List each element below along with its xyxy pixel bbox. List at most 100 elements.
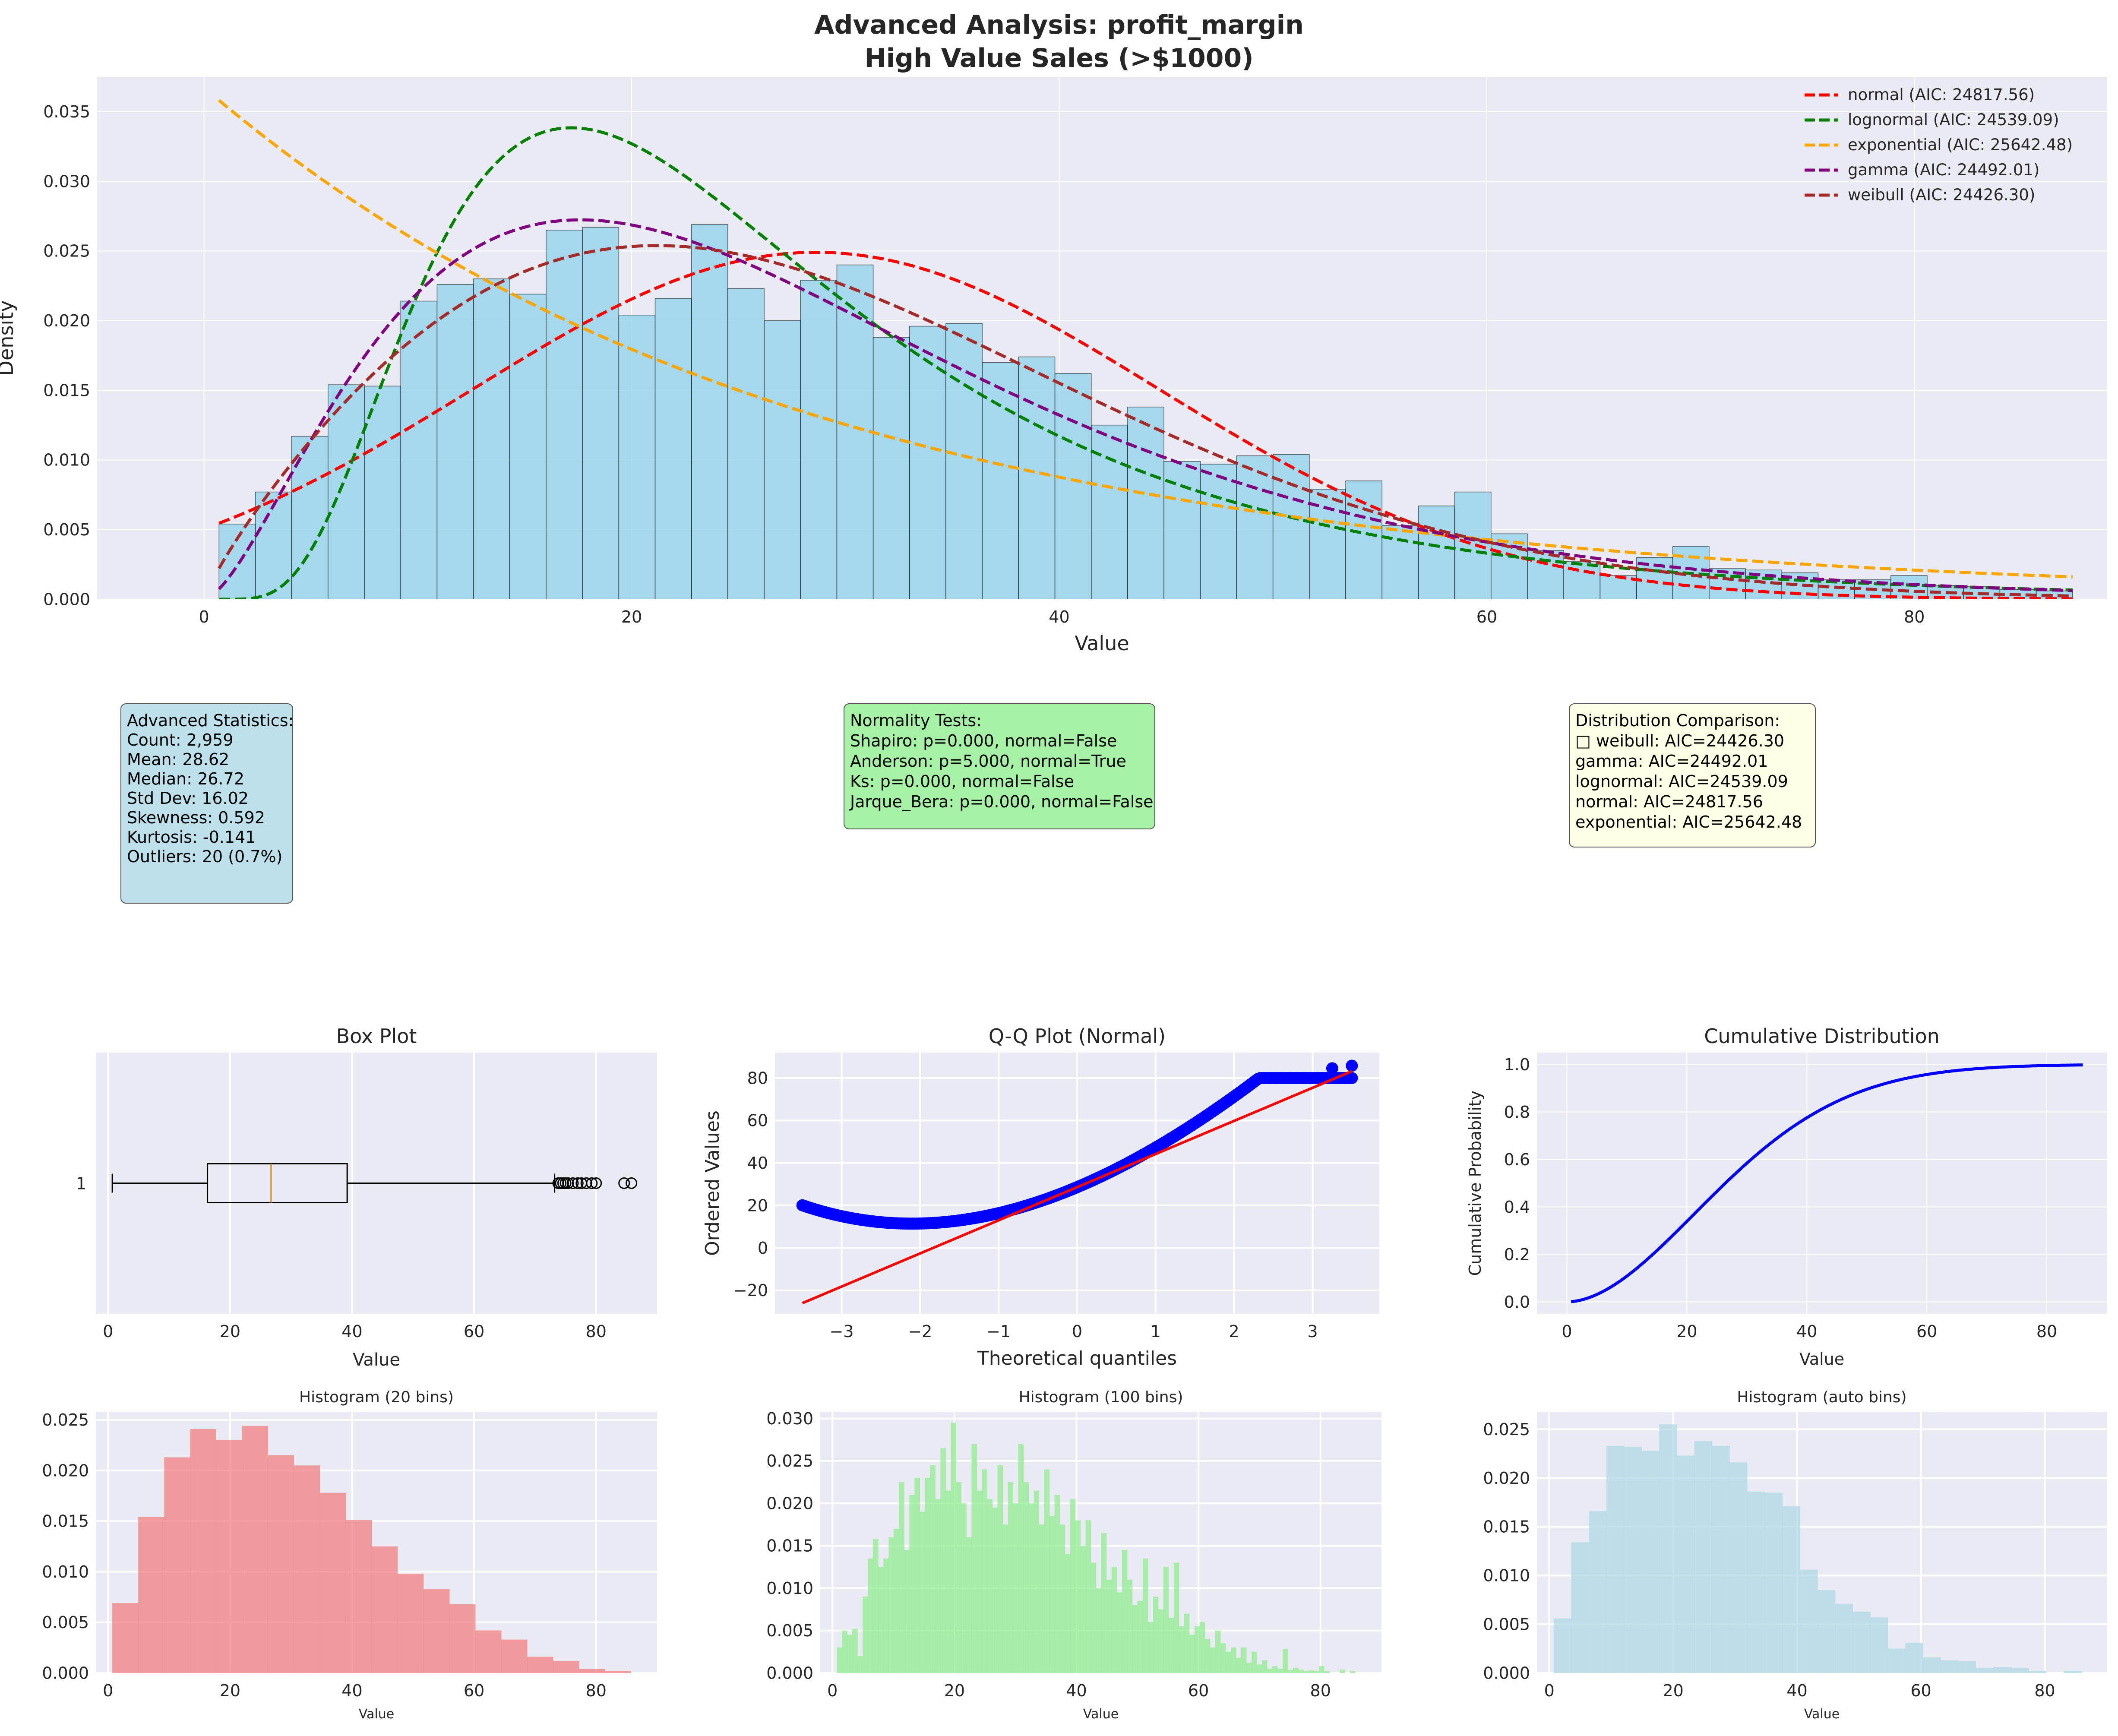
histogram-bar [764,320,801,599]
normality-tests-box: Normality Tests:Shapiro: p=0.000, normal… [844,703,1155,829]
text-box-line: Count: 2,959 [127,730,234,749]
histogram-bar [1993,1667,2011,1673]
chart-title: Box Plot [336,1025,417,1048]
histogram-bar [1210,1647,1216,1673]
legend-label-exponential: exponential (AIC: 25642.48) [1848,136,2073,154]
histogram-bar [1008,1482,1014,1673]
histogram-bars [1553,1424,2082,1673]
outlier-point [586,1177,598,1189]
fit-curve-weibull [218,244,2073,598]
y-tick-label: 20 [747,1196,768,1215]
y-tick-label: 0.2 [1504,1245,1530,1264]
histogram-bar [501,1639,528,1673]
histogram-bar [1184,1613,1190,1673]
histogram-bar [909,1495,915,1673]
y-axis-label: Ordered Values [702,1110,724,1256]
y-tick-label: 0.005 [43,520,90,539]
text-box-line: lognormal: AIC=24539.09 [1575,772,1788,791]
x-tick-label: 0 [103,1322,113,1341]
histogram-bar [1163,461,1201,599]
x-tick-label: 40 [341,1681,362,1700]
text-box-line: Advanced Statistics: [127,711,294,730]
histogram-bar [1923,1657,1941,1673]
histogram-100-bins-chart: 0 20 40 60 80 0.000 0.005 0.010 0.015 0.020 0.025 0… [766,1388,1381,1722]
histogram-bar [1111,1567,1117,1673]
histogram-bar [509,294,547,599]
text-box-line: Skewness: 0.592 [127,808,265,827]
histogram-bar [966,1537,972,1673]
histogram-bar [1018,1444,1024,1673]
qq-point [1326,1062,1338,1075]
text-box-line: Distribution Comparison: [1575,711,1780,730]
histogram-bar [1571,1542,1589,1673]
y-tick-label: 0.025 [1483,1420,1530,1439]
x-axis-label: Value [1075,632,1129,655]
text-box-frame [844,703,1155,829]
histogram-bar [852,1628,858,1673]
x-tick-label: 80 [2034,1681,2055,1700]
y-tick-label: 0.025 [766,1451,813,1470]
histogram-bar [1309,1670,1314,1673]
histogram-bar [216,1440,242,1673]
x-tick-label: 1 [1151,1322,1161,1341]
histogram-bar [914,1478,920,1673]
histogram-bar [1091,424,1128,599]
histogram-bar [546,230,583,599]
histogram-bar [868,1558,873,1673]
y-tick-label: 0.4 [1504,1198,1530,1217]
histogram-bar [1606,1446,1625,1673]
histogram-bar [863,1597,868,1673]
x-tick-label: 80 [586,1681,607,1700]
x-axis-label: Value [1804,1707,1840,1722]
y-tick-label: 0.035 [43,102,90,121]
histogram-bar [291,436,329,599]
histogram-bar [364,386,401,599]
y-tick-label: 80 [747,1069,768,1088]
x-axis-label: Theoretical quantiles [977,1347,1177,1369]
histogram-bar [2064,1671,2082,1673]
y-tick-label: 0.005 [42,1613,89,1632]
histogram-bar [1101,1533,1107,1673]
text-box-line: exponential: AIC=25642.48 [1575,813,1802,832]
text-box-frame [1569,703,1816,847]
histogram-bar [872,337,910,599]
histogram-bar [971,1444,977,1673]
chart-title: Histogram (20 bins) [299,1388,454,1406]
y-tick-label: 0.020 [1483,1469,1530,1488]
x-tick-label: −1 [986,1322,1011,1341]
y-tick-label: 0.020 [43,311,90,330]
y-tick-label: 0.010 [42,1562,89,1581]
x-tick-label: 20 [944,1681,965,1700]
histogram-bar [1241,1647,1247,1673]
histogram-bar [1272,1666,1278,1673]
x-tick-label: 20 [621,607,642,626]
x-tick-label: 80 [1904,607,1925,626]
histogram-bar [1096,1588,1102,1673]
y-tick-label: 1 [76,1174,86,1193]
y-tick-label: 0.000 [1483,1663,1530,1682]
histogram-bar [878,1567,884,1673]
histogram-bar [400,300,438,599]
histogram-bar [1137,1601,1143,1673]
cumulative-distribution-chart: 0 20 40 60 80 0.0 0.2 0.4 0.6 0.8 1.0 Cumulative Di… [1466,1025,2107,1369]
histogram-bar [190,1429,216,1673]
histogram-bar [992,1507,998,1673]
y-tick-label: 0.025 [42,1410,89,1429]
fitted-curves [218,99,2073,599]
histogram-bar [1158,1609,1164,1673]
histogram-bar [1215,1630,1221,1673]
histogram-bar [605,1671,631,1673]
histogram-bar [1340,1670,1345,1673]
histogram-bar [1852,1611,1871,1673]
histogram-bar [899,1482,904,1673]
box-plot-chart: 0 20 40 60 80 Box Plot Value 1 [76,1025,657,1370]
histogram-bar [328,384,365,599]
histogram-bar [1676,1455,1695,1673]
histogram-bar [579,1669,605,1673]
histogram-bar [1168,1618,1174,1673]
histogram-bar [1049,1516,1055,1673]
histogram-bar [1189,1635,1195,1673]
histogram-bar [940,1448,946,1673]
